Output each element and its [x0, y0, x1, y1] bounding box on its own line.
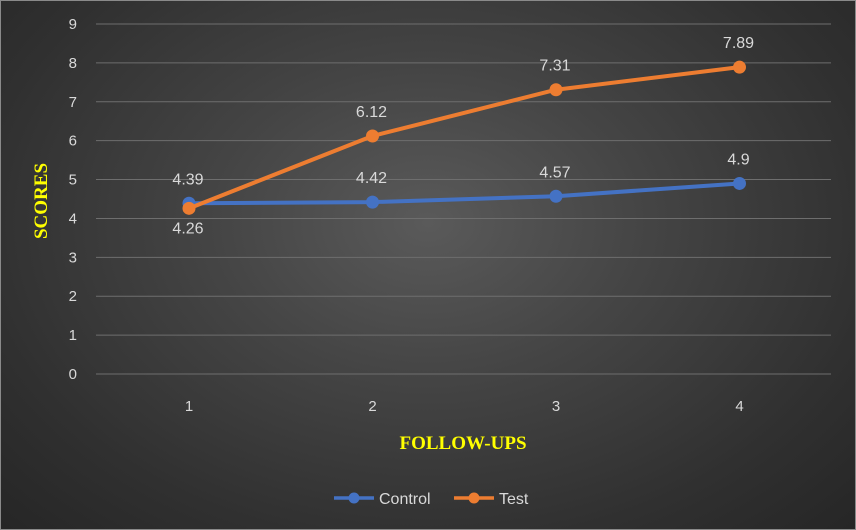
legend-swatch-test-marker: [468, 492, 480, 504]
legend: Control Test: [334, 491, 529, 508]
y-tick-label: 8: [69, 55, 77, 72]
gridlines: [96, 23, 831, 375]
series-line-control: [187, 181, 742, 206]
data-point-test[interactable]: [549, 83, 563, 97]
legend-label-control: Control: [379, 491, 431, 508]
data-labels: 4.39 4.42 4.57 4.9 4.26 6.12 7.31 7.89: [172, 35, 754, 237]
data-point-test[interactable]: [366, 129, 379, 143]
x-tick-labels: 1 2 3 4: [185, 398, 744, 415]
x-tick-label: 2: [368, 398, 376, 415]
legend-swatch-control-marker: [348, 492, 360, 504]
data-label-test: 7.31: [539, 58, 570, 75]
x-tick-label: 1: [185, 398, 193, 415]
x-axis-title: FOLLOW-UPS: [399, 433, 526, 454]
legend-label-test: Test: [499, 491, 529, 508]
x-tick-label: 4: [735, 398, 743, 415]
data-label-control: 4.57: [539, 164, 570, 181]
data-label-test: 6.12: [356, 104, 387, 121]
legend-item-test[interactable]: Test: [454, 491, 529, 508]
data-label-test: 4.26: [172, 220, 203, 237]
y-tick-label: 6: [69, 133, 77, 150]
legend-item-control[interactable]: Control: [334, 491, 431, 508]
y-tick-label: 4: [69, 210, 77, 227]
series-line-test: [187, 65, 742, 211]
data-label-test: 7.89: [723, 35, 754, 52]
series-lines: [182, 60, 746, 215]
data-label-control: 4.39: [172, 171, 203, 188]
y-tick-label: 0: [69, 366, 77, 383]
data-label-control: 4.9: [727, 151, 749, 168]
y-tick-label: 2: [69, 288, 77, 305]
data-point-test[interactable]: [182, 201, 196, 215]
y-tick-label: 3: [69, 249, 77, 266]
y-tick-label: 5: [69, 172, 77, 189]
x-tick-label: 3: [552, 398, 560, 415]
y-tick-labels: 0 1 2 3 4 5 6 7 8 9: [69, 16, 77, 383]
data-label-control: 4.42: [356, 170, 387, 187]
data-point-control[interactable]: [733, 176, 746, 190]
y-tick-label: 7: [69, 94, 77, 111]
y-axis-title: SCORES: [31, 163, 52, 239]
data-point-control[interactable]: [549, 189, 563, 203]
data-point-control[interactable]: [366, 195, 379, 209]
y-tick-label: 1: [69, 327, 77, 344]
y-tick-label: 9: [69, 16, 77, 33]
data-point-test[interactable]: [733, 60, 746, 74]
